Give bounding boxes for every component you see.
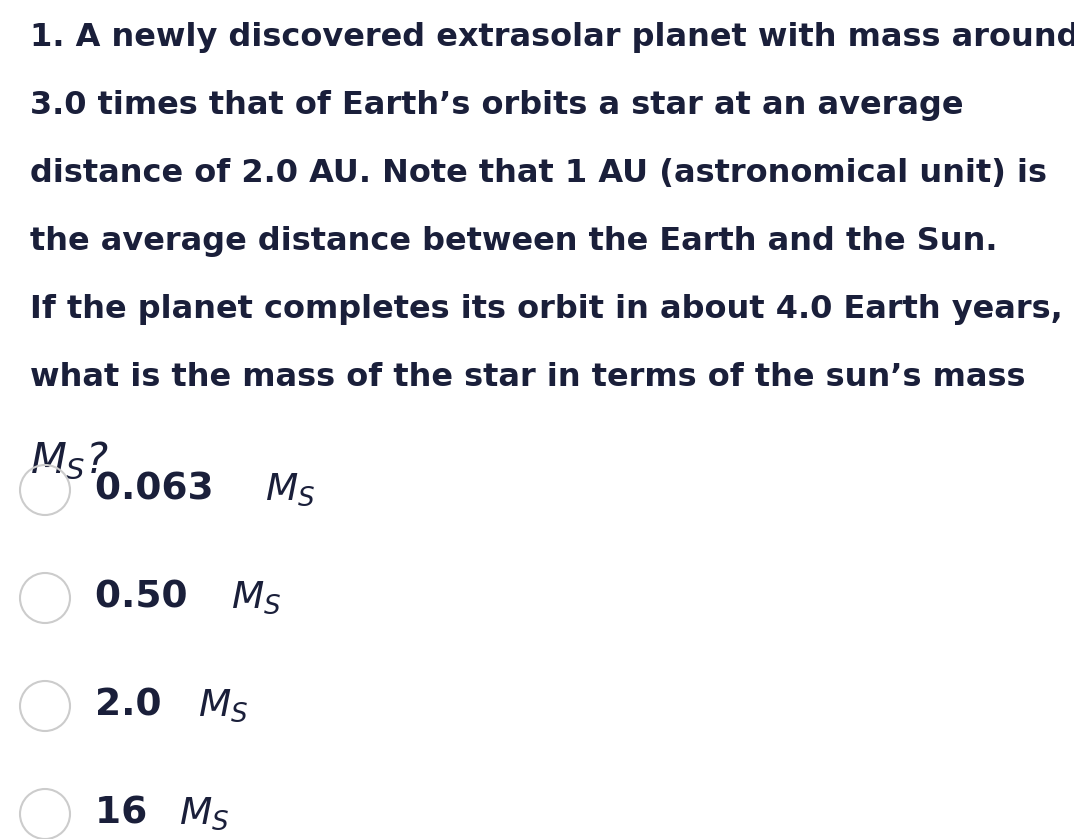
Text: 0.50: 0.50 <box>95 580 201 616</box>
Text: If the planet completes its orbit in about 4.0 Earth years,: If the planet completes its orbit in abo… <box>30 294 1063 325</box>
Text: 1. A newly discovered extrasolar planet with mass around: 1. A newly discovered extrasolar planet … <box>30 22 1074 53</box>
Text: $M_S$: $M_S$ <box>231 580 281 617</box>
Text: $M_S$?: $M_S$? <box>30 440 108 482</box>
Text: 0.063: 0.063 <box>95 472 227 508</box>
Text: 3.0 times that of Earth’s orbits a star at an average: 3.0 times that of Earth’s orbits a star … <box>30 90 963 121</box>
Text: the average distance between the Earth and the Sun.: the average distance between the Earth a… <box>30 226 998 257</box>
Text: $M_S$: $M_S$ <box>265 472 315 508</box>
Text: $M_S$: $M_S$ <box>179 795 230 832</box>
Text: 16: 16 <box>95 796 160 832</box>
Text: 2.0: 2.0 <box>95 688 174 724</box>
Text: $M_S$: $M_S$ <box>198 688 248 724</box>
Text: distance of 2.0 AU. Note that 1 AU (astronomical unit) is: distance of 2.0 AU. Note that 1 AU (astr… <box>30 158 1047 189</box>
Text: what is the mass of the star in terms of the sun’s mass: what is the mass of the star in terms of… <box>30 362 1026 393</box>
